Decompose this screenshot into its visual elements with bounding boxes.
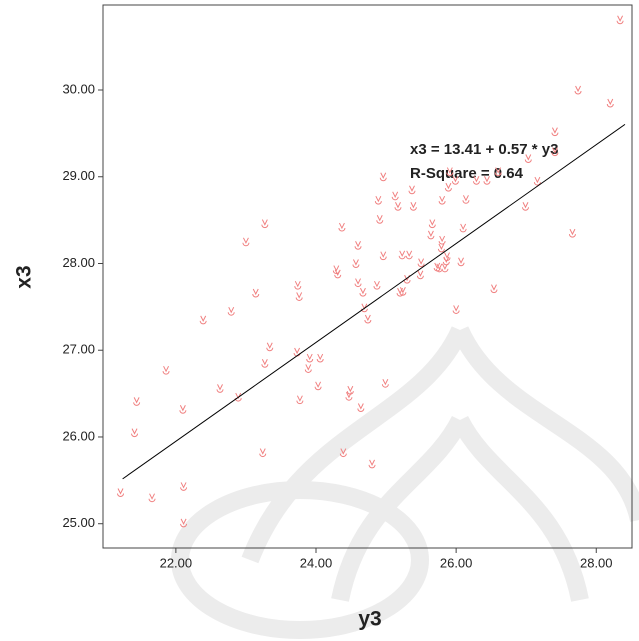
point <box>334 269 342 279</box>
point <box>216 384 224 393</box>
point <box>354 278 362 287</box>
point <box>373 280 381 290</box>
point <box>261 219 269 229</box>
point <box>179 404 187 414</box>
x-tick-label: 22.00 <box>160 555 193 570</box>
point <box>417 258 425 268</box>
point <box>296 395 304 405</box>
plot-frame <box>102 4 633 549</box>
point <box>266 342 274 352</box>
point <box>462 195 470 204</box>
point <box>483 175 491 185</box>
point <box>294 280 302 290</box>
point <box>551 147 559 157</box>
point <box>472 175 480 185</box>
point <box>524 154 532 163</box>
point <box>376 215 384 224</box>
point <box>427 230 435 240</box>
point <box>242 237 250 247</box>
point <box>452 305 460 314</box>
y-tick-label: 26.00 <box>62 428 95 443</box>
point <box>252 288 260 298</box>
point <box>316 353 324 363</box>
point <box>374 195 382 205</box>
y-axis-title: x3 <box>13 265 36 288</box>
point <box>416 270 424 280</box>
point <box>180 482 188 491</box>
regression-line <box>122 123 626 480</box>
point <box>444 182 452 192</box>
point <box>379 172 387 182</box>
point <box>304 364 312 373</box>
point <box>352 259 360 268</box>
point <box>394 202 402 211</box>
r-square: R-Square = 0.64 <box>410 165 524 182</box>
point <box>568 228 576 238</box>
point <box>490 284 498 294</box>
point <box>409 202 417 211</box>
point <box>133 397 141 406</box>
y-tick-label: 28.00 <box>62 255 95 270</box>
point <box>391 191 399 201</box>
point <box>259 448 267 458</box>
point <box>451 175 459 185</box>
point <box>616 15 624 25</box>
equation: x3 = 13.41 + 0.57 * y3 <box>410 141 558 158</box>
point <box>117 488 125 497</box>
point <box>405 250 413 260</box>
point <box>180 518 188 528</box>
point <box>306 353 314 363</box>
point <box>227 306 235 316</box>
point <box>521 202 529 211</box>
point <box>357 403 365 412</box>
point <box>359 287 367 297</box>
point <box>398 250 406 260</box>
point <box>574 85 582 95</box>
point <box>364 314 372 324</box>
x-axis-title: y3 <box>358 608 381 631</box>
x-tick-label: 24.00 <box>300 555 333 570</box>
point <box>261 359 269 368</box>
point <box>199 315 207 325</box>
x-tick-label: 28.00 <box>580 555 613 570</box>
point <box>443 252 451 261</box>
point <box>368 459 376 469</box>
point <box>533 176 541 186</box>
point <box>606 98 614 108</box>
point <box>379 251 387 261</box>
point <box>148 493 156 503</box>
y-tick-label: 29.00 <box>62 168 95 183</box>
x-tick-label: 26.00 <box>440 555 473 570</box>
point <box>438 235 446 245</box>
point <box>551 127 559 137</box>
point <box>457 257 465 267</box>
y-tick-label: 30.00 <box>62 81 95 96</box>
point <box>442 256 450 266</box>
point <box>346 385 354 395</box>
point <box>338 222 346 232</box>
point <box>354 241 362 250</box>
point <box>428 219 436 229</box>
watermark <box>171 326 639 639</box>
point <box>408 185 416 195</box>
y-tick-label: 27.00 <box>62 342 95 357</box>
point <box>131 428 139 438</box>
point <box>339 448 347 458</box>
y-tick-label: 25.00 <box>62 515 95 530</box>
point <box>162 365 170 375</box>
point <box>381 378 389 388</box>
point <box>441 263 449 273</box>
point <box>438 195 446 205</box>
point <box>459 223 467 233</box>
point <box>399 287 407 296</box>
point <box>446 167 454 176</box>
point <box>295 292 303 301</box>
point <box>314 381 322 391</box>
point <box>437 243 445 253</box>
point <box>494 167 502 176</box>
